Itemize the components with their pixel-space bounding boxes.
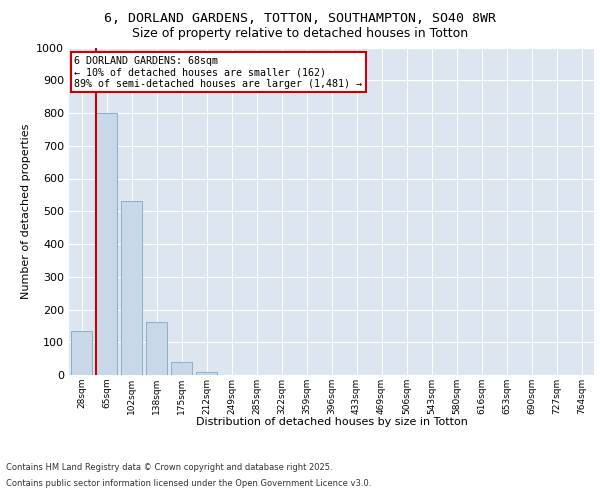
Bar: [96, 113, 117, 375]
Text: 6, DORLAND GARDENS, TOTTON, SOUTHAMPTON, SO40 8WR: 6, DORLAND GARDENS, TOTTON, SOUTHAMPTON,…: [104, 12, 496, 26]
Bar: [196, 372, 217, 375]
Text: Contains HM Land Registry data © Crown copyright and database right 2025.: Contains HM Land Registry data © Crown c…: [6, 464, 332, 472]
Text: 6 DORLAND GARDENS: 68sqm
← 10% of detached houses are smaller (162)
89% of semi-: 6 DORLAND GARDENS: 68sqm ← 10% of detach…: [74, 56, 362, 89]
Text: Size of property relative to detached houses in Totton: Size of property relative to detached ho…: [132, 28, 468, 40]
Bar: [71, 331, 92, 375]
Text: Contains public sector information licensed under the Open Government Licence v3: Contains public sector information licen…: [6, 478, 371, 488]
Bar: [121, 202, 142, 375]
X-axis label: Distribution of detached houses by size in Totton: Distribution of detached houses by size …: [196, 417, 467, 427]
Y-axis label: Number of detached properties: Number of detached properties: [20, 124, 31, 299]
Bar: [171, 362, 192, 375]
Bar: [146, 322, 167, 375]
